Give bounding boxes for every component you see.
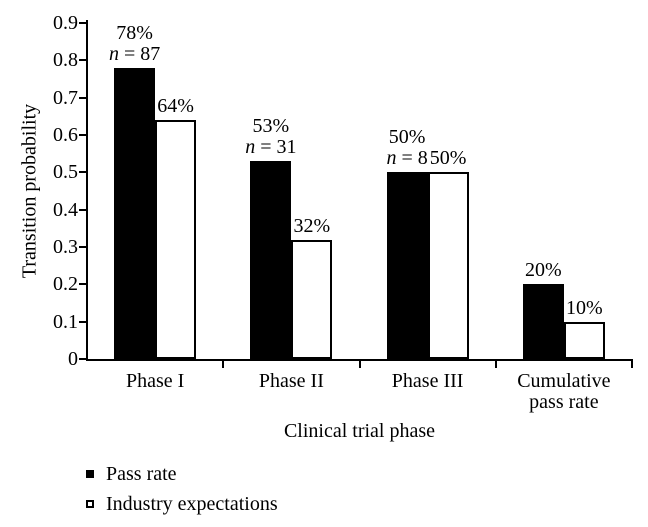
value-label: 78% <box>116 21 153 44</box>
y-tick <box>79 134 86 136</box>
value-label: 50% <box>429 147 467 170</box>
open-square-icon <box>86 500 94 508</box>
y-tick <box>79 358 86 360</box>
bar-value-label-pass-rate-phase-iii: 50% n = 8 <box>347 127 467 169</box>
n-label: n = 31 <box>245 136 297 159</box>
category-label-phase-i: Phase I <box>87 371 223 392</box>
legend-item-industry-expectations: Industry expectations <box>86 489 278 519</box>
n-label: n = 8 <box>386 147 428 170</box>
category-label-cumulative-pass-rate: Cumulative pass rate <box>496 371 632 413</box>
y-tick <box>79 59 86 62</box>
category-label-line: Cumulative <box>517 370 611 392</box>
y-tick-label: 0.6 <box>53 124 78 146</box>
bar-pass-rate-phase-ii <box>250 161 292 359</box>
filled-square-icon <box>86 470 94 478</box>
y-tick-label: 0 <box>68 348 78 370</box>
category-label-line: Phase I <box>125 370 185 392</box>
bar-industry-expectations-phase-ii <box>291 239 333 359</box>
legend-label: Pass rate <box>106 463 177 485</box>
n-label: n = 87 <box>108 42 161 65</box>
y-tick-label: 0.3 <box>53 236 78 258</box>
y-tick <box>79 320 86 323</box>
y-tick-label: 0.8 <box>53 49 78 72</box>
y-tick-label: 0.9 <box>53 12 78 34</box>
category-label-line: Phase III <box>391 370 464 392</box>
y-tick-label: 0.7 <box>53 86 78 109</box>
y-tick-label: 0.2 <box>53 273 78 296</box>
bar-value-label-pass-rate-phase-ii: 53% n = 31 <box>211 116 331 158</box>
bar-industry-expectations-phase-i <box>155 120 197 359</box>
y-tick <box>79 96 86 99</box>
value-label: 20% <box>525 259 562 282</box>
bar-industry-expectations-phase-iii <box>427 172 469 359</box>
legend: Pass rate Industry expectations <box>86 459 278 519</box>
y-tick-label: 0.5 <box>53 161 78 184</box>
x-axis-line <box>86 359 633 361</box>
x-tick <box>631 361 633 368</box>
legend-item-pass-rate: Pass rate <box>86 459 278 489</box>
x-tick <box>222 361 225 368</box>
bar-value-label-industry-expectations-phase-iii: 50% <box>388 148 508 169</box>
value-label: 53% <box>252 115 290 138</box>
bar-pass-rate-cumulative-pass-rate <box>522 284 564 359</box>
y-tick <box>79 283 86 286</box>
bar-pass-rate-phase-iii <box>386 172 428 359</box>
category-label-phase-ii: Phase II <box>223 371 359 392</box>
x-tick <box>494 361 497 368</box>
bar-pass-rate-phase-i <box>114 67 156 359</box>
category-label-line: Phase II <box>258 370 324 392</box>
x-tick <box>358 361 361 368</box>
y-tick <box>79 208 86 211</box>
y-tick <box>79 246 86 248</box>
bar-value-label-pass-rate-phase-i: 78% n = 87 <box>75 21 195 65</box>
y-axis-line <box>86 20 88 361</box>
y-tick <box>79 22 86 24</box>
value-label: 50% <box>388 126 426 149</box>
y-tick-label: 0.1 <box>53 310 78 333</box>
x-axis-title: Clinical trial phase <box>283 420 436 442</box>
bar-value-label-pass-rate-cumulative-pass-rate: 20% <box>483 260 603 281</box>
y-tick <box>79 171 86 174</box>
category-label-phase-iii: Phase III <box>360 371 496 392</box>
legend-label: Industry expectations <box>106 493 278 515</box>
bar-industry-expectations-cumulative-pass-rate <box>563 321 605 359</box>
category-label-line: pass rate <box>529 391 599 413</box>
y-tick-label: 0.4 <box>53 198 78 221</box>
